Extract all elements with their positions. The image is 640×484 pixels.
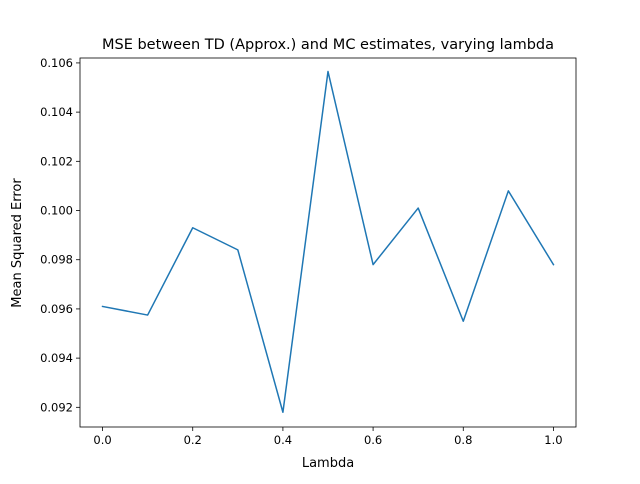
y-tick-label: 0.096 [40,302,73,316]
y-tick-label: 0.100 [40,204,73,218]
y-tick-label: 0.092 [40,400,73,414]
y-axis-label: Mean Squared Error [10,178,25,308]
plot-area: 0.0 0.2 0.4 0.6 0.8 1.0 0.092 0.094 0.096 0.098 0.… [40,56,577,447]
x-tick-label: 0.8 [454,433,472,447]
x-tick-label: 0.6 [364,433,382,447]
x-tick-label: 0.2 [184,433,202,447]
x-tick-label: 0.0 [93,433,111,447]
y-tick-label: 0.104 [40,105,73,119]
plot-frame [79,57,577,428]
y-tick-label: 0.098 [40,253,73,267]
y-tick-label: 0.106 [40,56,73,70]
y-tick-label: 0.094 [40,351,73,365]
series-line-0 [101,70,555,413]
x-tick-label: 1.0 [544,433,562,447]
chart-title: MSE between TD (Approx.) and MC estimate… [102,37,554,53]
y-tick-label: 0.102 [40,154,73,168]
x-tick-label: 0.4 [274,433,292,447]
x-axis-label: Lambda [302,456,354,471]
